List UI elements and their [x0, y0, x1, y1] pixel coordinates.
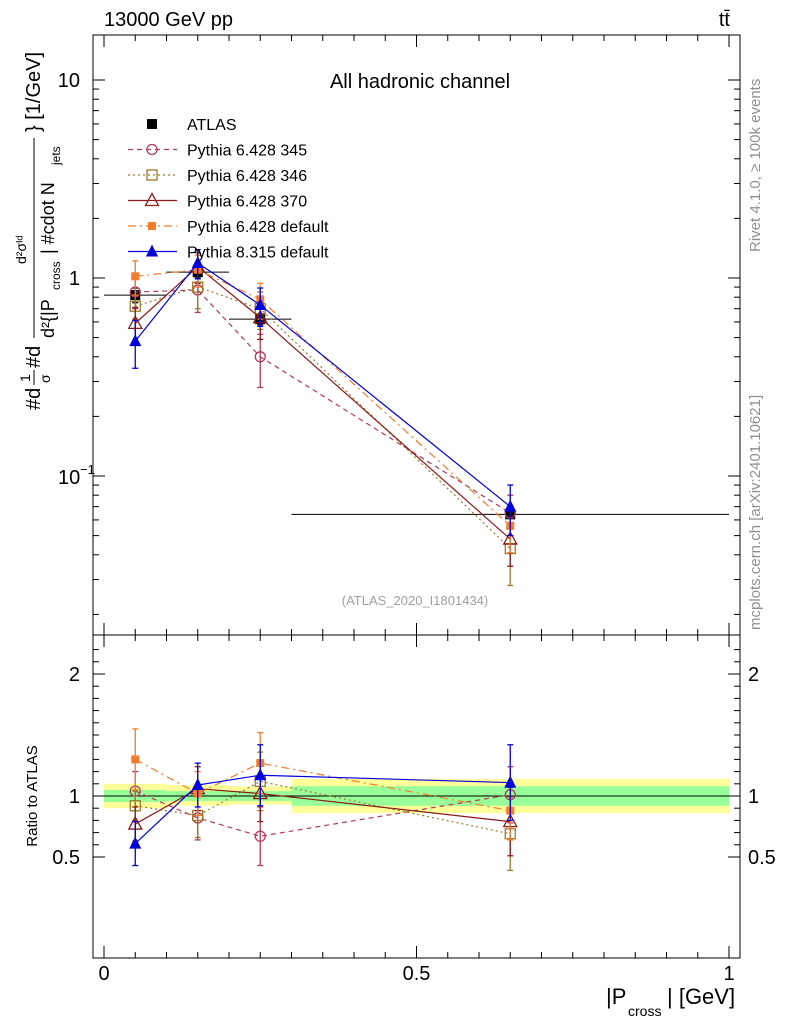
data-point — [504, 499, 517, 512]
legend-label: Pythia 6.428 default — [187, 219, 329, 236]
ratio-y-tick-label-left: 1 — [69, 786, 80, 808]
x-tick-labels: 0 0.5 1 — [98, 963, 734, 985]
ratio-line — [134, 788, 511, 825]
ylabel-frac1-den: σ — [37, 374, 53, 383]
ratio-point — [129, 836, 142, 849]
ratio-point — [254, 830, 266, 842]
legend-entry: ATLAS — [147, 117, 237, 134]
legend-label: Pythia 6.428 370 — [187, 194, 307, 211]
ratio-y-tick-labels: 0.5 0.5 1 1 2 2 — [52, 664, 776, 869]
main-y-tick-label: 1 — [69, 268, 80, 290]
ylabel-frac1-num: 1 — [17, 374, 33, 382]
data-point — [129, 334, 142, 347]
series-line — [135, 289, 511, 514]
x-tick-label: 0 — [98, 963, 109, 985]
main-y-tick-label: 10 — [58, 70, 80, 92]
ratio-line — [135, 790, 511, 837]
main-y-label: #d 1 σ #d d²σᴵᵈ d²{|P cross | #cdot N je… — [13, 52, 63, 410]
ratio-y-tick-label-right: 1 — [748, 786, 759, 808]
legend-marker — [146, 143, 158, 156]
ylabel-frac2-den-tail: | #cdot N — [38, 182, 58, 254]
legend-entry: Pythia 6.428 345 — [128, 143, 307, 160]
data-point — [254, 351, 266, 363]
main-y-tick-label: 10 — [58, 467, 80, 489]
analysis-watermark: (ATLAS_2020_I1801434) — [342, 593, 488, 608]
ylabel-frac2-den-main: d²{|P — [38, 299, 58, 338]
ylabel-frac2-den-sub2: jets — [49, 146, 63, 166]
x-tick-label: 1 — [723, 963, 734, 985]
xlabel-sub: cross — [628, 1003, 661, 1019]
legend-entry: Pythia 6.428 346 — [128, 168, 307, 185]
legend: ATLAS Pythia 6.428 345 Pythia 6.428 346 Pyt… — [128, 117, 329, 262]
xlabel-main: |P — [606, 984, 626, 1009]
ratio-data — [127, 728, 518, 872]
legend-marker — [146, 244, 158, 257]
series-pythia-6-428-default — [131, 254, 515, 554]
series-pythia-6-428-346 — [129, 269, 516, 587]
main-data — [104, 249, 729, 587]
beam-label: 13000 GeV pp — [104, 9, 233, 31]
ratio-series-pythia-8-315-default — [129, 744, 517, 867]
process-label: tt̄ — [719, 9, 731, 31]
legend-entry: Pythia 6.428 default — [128, 219, 329, 236]
ratio-y-label: Ratio to ATLAS — [24, 745, 41, 846]
data-point — [191, 256, 204, 269]
main-y-tick-exponent: −1 — [80, 462, 95, 477]
ratio-point — [131, 755, 140, 764]
ratio-line — [135, 780, 511, 835]
ratio-panel: 0.5 0.51 12 2 0 0.5 1 — [52, 634, 776, 985]
series-line — [135, 286, 511, 550]
ratio-y-tick-label-right: 0.5 — [748, 847, 776, 869]
ratio-point — [504, 775, 517, 788]
series-pythia-6-428-345 — [129, 271, 516, 537]
ratio-point — [191, 778, 204, 791]
legend-marker — [148, 222, 156, 230]
legend-entry: Pythia 6.428 370 — [128, 192, 307, 211]
ylabel-prefix: #d — [23, 388, 45, 410]
ratio-line — [134, 774, 511, 845]
ylabel-frac2-num: d²σᴵᵈ — [13, 235, 29, 264]
legend-marker — [144, 192, 160, 207]
legend-label: Pythia 8.315 default — [187, 245, 329, 262]
legend-label: ATLAS — [187, 117, 237, 134]
ylabel-mid: #d — [23, 346, 45, 368]
x-tick-label: 0.5 — [403, 963, 431, 985]
ratio-point — [254, 768, 267, 781]
legend-marker — [146, 169, 158, 181]
ratio-y-tick-label-left: 2 — [69, 664, 80, 686]
rivet-version-label: Rivet 4.1.0, ≥ 100k events — [747, 79, 764, 252]
legend-label: Pythia 6.428 345 — [187, 143, 307, 160]
chart-title: All hadronic channel — [330, 71, 510, 93]
data-point — [131, 272, 140, 281]
series-line — [135, 269, 511, 527]
legend-marker — [147, 119, 157, 129]
ratio-y-tick-label-right: 2 — [748, 664, 759, 686]
series-line — [134, 265, 511, 540]
main-ticks — [93, 35, 740, 635]
data-point — [254, 298, 267, 311]
mcplots-credit-label: mcplots.cern.ch [arXiv:2401.10621] — [747, 395, 764, 630]
ylabel-suffix: } [1/GeV] — [23, 52, 45, 132]
legend-label: Pythia 6.428 346 — [187, 168, 307, 185]
series-pythia-8-315-default — [129, 249, 517, 537]
ratio-y-tick-label-left: 0.5 — [52, 847, 80, 869]
ratio-ticks — [93, 635, 740, 958]
xlabel-tail: | [GeV] — [667, 984, 735, 1009]
x-axis-label: |P cross | [GeV] — [606, 984, 735, 1019]
legend-entry: Pythia 8.315 default — [128, 244, 329, 262]
series-pythia-6-428-370 — [127, 252, 518, 567]
ylabel-frac2-den-sub: cross — [49, 261, 63, 290]
series-line — [134, 262, 511, 508]
